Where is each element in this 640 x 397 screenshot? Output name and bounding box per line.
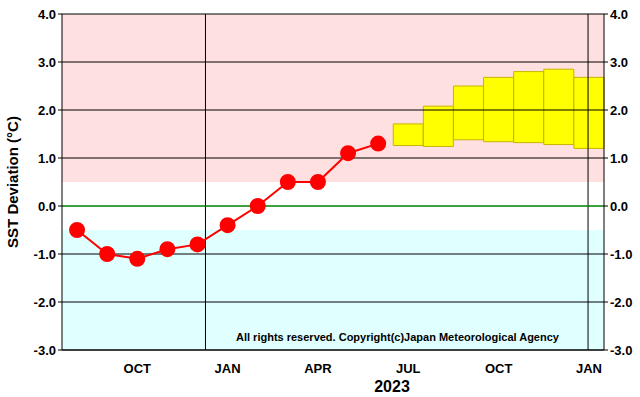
svg-text:0.0: 0.0: [38, 199, 56, 214]
svg-text:JAN: JAN: [576, 361, 602, 376]
svg-text:2.0: 2.0: [38, 103, 56, 118]
svg-text:-3.0: -3.0: [610, 343, 632, 358]
svg-text:SST Deviation (°C): SST Deviation (°C): [8, 116, 21, 248]
svg-text:-2.0: -2.0: [34, 295, 56, 310]
svg-text:APR: APR: [304, 361, 332, 376]
svg-text:1.0: 1.0: [38, 151, 56, 166]
svg-text:2.0: 2.0: [610, 103, 628, 118]
svg-text:4.0: 4.0: [610, 7, 628, 22]
svg-text:1.0: 1.0: [610, 151, 628, 166]
svg-text:3.0: 3.0: [610, 55, 628, 70]
svg-text:2023: 2023: [374, 378, 410, 395]
svg-text:-1.0: -1.0: [34, 247, 56, 262]
svg-text:JAN: JAN: [215, 361, 241, 376]
svg-text:-1.0: -1.0: [610, 247, 632, 262]
svg-text:0.0: 0.0: [610, 199, 628, 214]
svg-text:4.0: 4.0: [38, 7, 56, 22]
svg-text:OCT: OCT: [124, 361, 152, 376]
svg-text:OCT: OCT: [485, 361, 513, 376]
html-text:All rights reserved. Copyright: All rights reserved. Copyright(c)Japan M…: [236, 331, 559, 343]
svg-text:-3.0: -3.0: [34, 343, 56, 358]
svg-text:JUL: JUL: [396, 361, 421, 376]
svg-text:3.0: 3.0: [38, 55, 56, 70]
svg-text:-2.0: -2.0: [610, 295, 632, 310]
